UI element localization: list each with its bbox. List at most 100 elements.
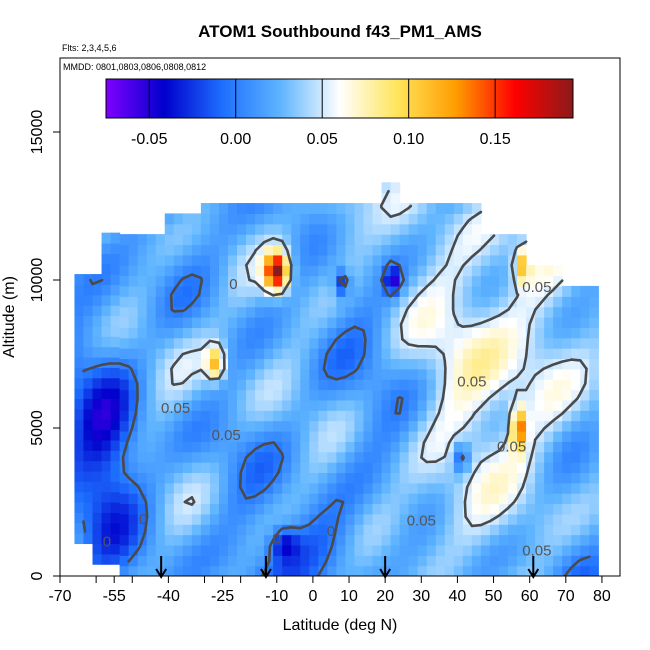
heatmap-cell: [182, 472, 193, 484]
heatmap-cell: [273, 244, 283, 256]
heatmap-cell: [381, 565, 392, 576]
heatmap-cell: [336, 399, 347, 411]
heatmap-cell: [83, 367, 94, 379]
heatmap-cell: [345, 275, 356, 287]
heatmap-cell: [155, 265, 166, 277]
heatmap-cell: [562, 482, 572, 494]
heatmap-cell: [480, 472, 491, 484]
heatmap-cell: [101, 419, 112, 431]
heatmap-cell: [372, 275, 383, 287]
heatmap-cell: [264, 296, 274, 308]
heatmap-cell: [498, 348, 509, 360]
heatmap-cell: [580, 348, 590, 360]
heatmap-cell: [535, 534, 545, 546]
heatmap-cell: [453, 410, 464, 422]
heatmap-cell: [381, 317, 392, 328]
heatmap-cell: [336, 430, 347, 442]
heatmap-cell: [164, 213, 175, 225]
heatmap-cell: [191, 524, 202, 536]
heatmap-cell: [571, 513, 581, 525]
heatmap-cell: [282, 337, 292, 349]
heatmap-cell: [381, 327, 392, 339]
heatmap-cell: [489, 534, 500, 546]
heatmap-cell: [300, 234, 310, 246]
heatmap-cell: [444, 462, 455, 473]
heatmap-cell: [173, 472, 184, 484]
heatmap-cell: [182, 285, 193, 297]
heatmap-cell: [92, 502, 103, 513]
heatmap-cell: [345, 472, 356, 484]
heatmap-cell: [137, 358, 148, 370]
heatmap-cell: [282, 358, 292, 370]
heatmap-cell: [218, 234, 229, 246]
heatmap-cell: [435, 389, 446, 401]
heatmap-cell: [444, 317, 455, 328]
heatmap-cell: [200, 234, 211, 246]
heatmap-cell: [155, 462, 166, 473]
heatmap-cell: [246, 358, 256, 370]
heatmap-cell: [164, 399, 175, 411]
heatmap-cell: [209, 555, 220, 567]
heatmap-cell: [580, 296, 590, 308]
heatmap-cell: [110, 502, 121, 513]
heatmap-cell: [119, 348, 130, 360]
heatmap-cell: [517, 317, 527, 328]
heatmap-cell: [246, 441, 256, 453]
heatmap-cell: [164, 544, 175, 556]
heatmap-cell: [544, 368, 554, 380]
heatmap-cell: [535, 451, 545, 463]
heatmap-cell: [535, 482, 545, 494]
heatmap-cell: [318, 296, 328, 308]
heatmap-cell: [74, 377, 85, 389]
contour-label: 0.05: [522, 279, 551, 296]
heatmap-cell: [462, 503, 473, 515]
heatmap-cell: [137, 565, 148, 576]
heatmap-cell: [535, 513, 545, 525]
heatmap-cell: [526, 306, 536, 318]
heatmap-cell: [535, 410, 545, 422]
heatmap-cell: [255, 472, 265, 484]
heatmap-cell: [544, 410, 554, 422]
heatmap-cell: [128, 317, 139, 328]
colorbar-tick-label: 0.15: [480, 131, 511, 148]
heatmap-cell: [209, 472, 220, 484]
heatmap-cell: [444, 503, 455, 515]
heatmap-cell: [110, 315, 121, 327]
heatmap-cell: [318, 254, 328, 266]
heatmap-cell: [119, 285, 130, 297]
heatmap-cell: [246, 462, 256, 473]
heatmap-cell: [182, 327, 193, 339]
heatmap-cell: [381, 306, 392, 318]
heatmap-cell: [264, 285, 274, 297]
heatmap-cell: [435, 524, 446, 536]
heatmap-cell: [209, 420, 220, 432]
heatmap-cell: [471, 513, 482, 525]
heatmap-cell: [453, 524, 464, 536]
heatmap-cell: [282, 317, 292, 328]
heatmap-cell: [508, 317, 518, 328]
heatmap-cell: [444, 524, 455, 536]
heatmap-cell: [498, 254, 509, 266]
heatmap-cell: [462, 296, 473, 308]
heatmap-cell: [462, 565, 473, 576]
heatmap-cell: [426, 482, 437, 494]
heatmap-cell: [83, 398, 94, 410]
heatmap-cell: [255, 410, 265, 422]
heatmap-cell: [155, 285, 166, 297]
heatmap-cell: [146, 482, 157, 494]
heatmap-cell: [291, 244, 301, 256]
heatmap-cell: [74, 512, 85, 524]
heatmap-cell: [381, 544, 392, 556]
heatmap-cell: [381, 337, 392, 349]
heatmap-cell: [209, 368, 220, 380]
heatmap-cell: [444, 234, 455, 246]
heatmap-cell: [435, 534, 446, 546]
heatmap-cell: [246, 368, 256, 380]
heatmap-cell: [119, 493, 130, 505]
heatmap-cell: [218, 513, 229, 525]
heatmap-cell: [164, 534, 175, 546]
heatmap-cell: [92, 439, 103, 451]
heatmap-cell: [318, 203, 328, 214]
heatmap-cell: [191, 254, 202, 266]
heatmap-cell: [318, 223, 328, 235]
